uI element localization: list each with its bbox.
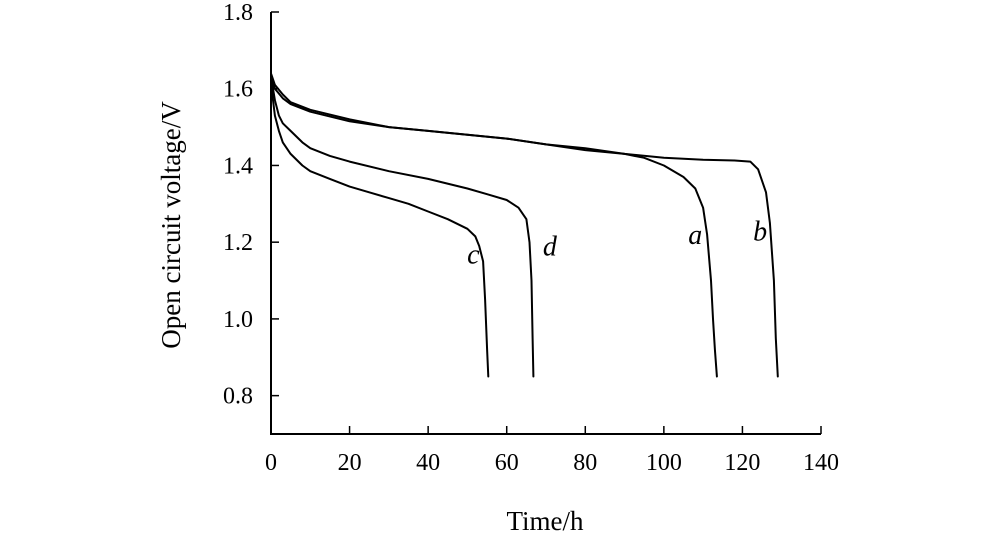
y-tick-label: 1.8 — [223, 0, 253, 26]
x-tick-label: 100 — [646, 450, 682, 476]
x-tick-label: 140 — [803, 450, 839, 476]
x-tick-label: 20 — [338, 450, 362, 476]
y-tick-label: 0.8 — [223, 384, 253, 410]
y-tick-label: 1.2 — [223, 230, 253, 256]
curve-label-c: c — [467, 239, 480, 270]
series-line-a — [270, 76, 718, 378]
x-tick-label: 80 — [573, 450, 597, 476]
curve-label-a: a — [688, 220, 702, 251]
x-tick-label: 120 — [724, 450, 760, 476]
y-tick-label: 1.0 — [223, 307, 253, 333]
y-axis-title: Open circuit voltage/V — [156, 101, 186, 349]
series-line-c — [270, 80, 490, 378]
x-tick-label: 60 — [495, 450, 519, 476]
plot-area: 0 20 40 60 80 100 120 140 0.8 1.0 1.2 1.4 1.6 1.8 a b c d — [223, 0, 839, 476]
y-tick-label: 1.4 — [223, 153, 253, 179]
axes-frame — [270, 12, 821, 435]
y-tick-label: 1.6 — [223, 77, 253, 103]
curve-label-d: d — [543, 232, 558, 263]
x-tick-label: 40 — [416, 450, 440, 476]
series-line-d — [270, 76, 535, 378]
series-line-b — [270, 72, 779, 378]
x-tick-label: 0 — [265, 450, 277, 476]
x-axis-title: Time/h — [506, 506, 584, 536]
curve-label-b: b — [753, 216, 767, 247]
